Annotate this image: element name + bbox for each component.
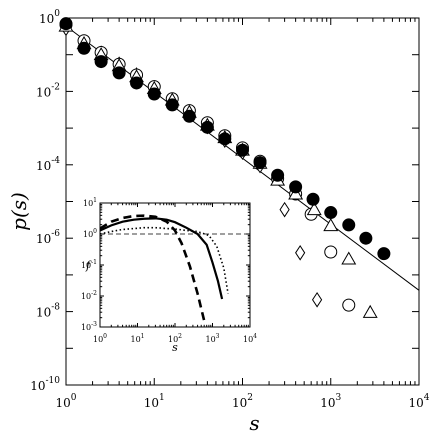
main-y-axis-title: p(s) <box>7 192 31 231</box>
main-plot: 100 101 102 103 10410010-210-410-610-810-10s… <box>7 9 430 435</box>
inset-x-tick-label: 102 <box>168 333 182 344</box>
filled-circle-marker <box>147 87 161 101</box>
main-x-tick-exponent: 3 <box>336 393 342 403</box>
inset-y-tick-label: 100 <box>83 228 97 239</box>
main-x-tick-exponent: 0 <box>71 393 77 403</box>
open-triangle-marker <box>323 218 339 232</box>
main-y-tick-exponent: -6 <box>51 229 60 239</box>
inset-x-tick-label: 100 <box>93 333 107 344</box>
main-y-tick-label: 10-8 <box>36 303 60 320</box>
main-y-tick-exponent: -4 <box>51 156 60 166</box>
main-x-axis-title: s <box>249 411 259 435</box>
inset-x-axis-title: s <box>172 341 178 354</box>
inset-y-tick-label: 101 <box>83 197 97 208</box>
filled-circle-marker <box>112 66 126 80</box>
filled-circle-marker <box>253 156 267 170</box>
filled-circle-marker <box>359 231 373 245</box>
inset-x-tick-label: 103 <box>205 333 219 344</box>
inset-y-tick-exponent: 0 <box>93 228 97 235</box>
inset-y-tick-exponent: -1 <box>91 259 97 266</box>
open-triangle-marker <box>341 251 357 265</box>
main-y-tick-label: 10-6 <box>36 229 60 246</box>
filled-circle-marker <box>306 192 320 206</box>
main-x-tick-exponent: 2 <box>247 393 253 403</box>
filled-circle-marker <box>324 206 338 220</box>
open-triangle-marker <box>362 304 378 318</box>
inset-y-axis-title: f <box>85 259 92 272</box>
main-y-tick-label: 10-10 <box>30 376 60 393</box>
inset-x-tick-exponent: 4 <box>253 333 257 340</box>
main-y-tick-label: 10-2 <box>36 82 60 99</box>
inset-x-tick-exponent: 0 <box>103 333 107 340</box>
inset-x-tick-label: 104 <box>243 333 257 344</box>
inset-y-tick-label: 10-2 <box>81 290 97 301</box>
filled-circle-marker <box>77 41 91 55</box>
filled-circle-marker <box>271 168 285 182</box>
filled-circle-marker <box>218 132 232 146</box>
open-diamond-marker <box>279 201 290 218</box>
main-x-tick-label: 101 <box>144 393 165 410</box>
inset-x-tick-exponent: 2 <box>178 333 182 340</box>
inset-x-tick-label: 101 <box>130 333 144 344</box>
filled-circle-marker <box>182 109 196 123</box>
inset-y-tick-exponent: 1 <box>93 197 97 204</box>
main-x-tick-label: 104 <box>408 393 429 410</box>
inset-y-tick-label: 10-3 <box>81 321 97 332</box>
main-y-tick-label: 10-4 <box>36 156 60 173</box>
filled-circle-marker <box>200 120 214 134</box>
open-diamond-marker <box>311 291 323 308</box>
open-circle-marker <box>342 298 356 312</box>
inset-y-tick-exponent: -3 <box>91 321 97 328</box>
filled-circle-marker <box>342 218 356 232</box>
filled-circle-marker <box>130 76 144 90</box>
main-y-tick-exponent: -10 <box>46 376 61 386</box>
main-y-tick-exponent: 0 <box>54 9 60 19</box>
open-triangle-marker <box>306 202 322 216</box>
open-diamond-marker <box>295 244 306 261</box>
main-x-tick-exponent: 1 <box>159 393 165 403</box>
filled-circle-marker <box>94 55 108 69</box>
main-x-tick-label: 102 <box>232 393 253 410</box>
main-y-tick-label: 100 <box>39 9 60 26</box>
filled-circle-marker <box>377 247 391 261</box>
inset-y-tick-label: 10-1 <box>81 259 97 270</box>
inset-curve-solid-thick <box>100 217 224 300</box>
main-y-tick-exponent: -2 <box>51 82 60 92</box>
main-x-tick-label: 100 <box>55 393 76 410</box>
filled-circle-marker <box>289 180 303 194</box>
inset-curve-dotted <box>100 226 229 294</box>
main-x-tick-exponent: 4 <box>424 393 430 403</box>
inset-y-tick-exponent: -2 <box>91 290 97 297</box>
filled-circle-marker <box>59 17 73 31</box>
open-circle-marker <box>324 245 338 259</box>
inset-x-tick-exponent: 3 <box>216 333 220 340</box>
main-y-tick-exponent: -8 <box>51 303 60 313</box>
filled-circle-marker <box>165 98 179 112</box>
main-x-tick-label: 103 <box>320 393 341 410</box>
inset-x-tick-exponent: 1 <box>141 333 145 340</box>
filled-circle-marker <box>236 143 249 157</box>
